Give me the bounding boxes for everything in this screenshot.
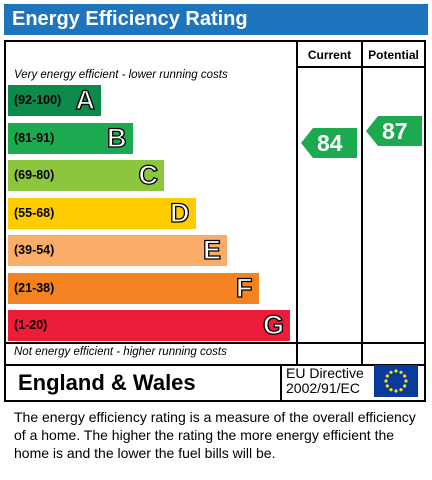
directive-line-2: 2002/91/EC [286, 380, 360, 396]
eu-star [399, 388, 403, 392]
current-column-header: Current [307, 48, 352, 62]
band-g: (1-20) G [8, 309, 290, 341]
band-letter: E [202, 234, 221, 265]
footer-divider [280, 364, 282, 400]
band-range: (81-91) [14, 130, 55, 145]
band-a: (92-100) A [8, 84, 101, 116]
band-range: (39-54) [14, 243, 55, 257]
column-divider [296, 42, 298, 364]
band-range: (1-20) [14, 318, 48, 332]
eu-flag-icon [374, 365, 418, 397]
eu-star [404, 379, 408, 383]
eu-star [384, 379, 388, 383]
eu-star [399, 370, 403, 374]
footer-note-divider [6, 342, 424, 344]
band-range: (55-68) [14, 205, 55, 220]
current-rating-value: 84 [317, 129, 343, 156]
eu-star [385, 374, 389, 378]
band-f: (21-38) F [8, 272, 259, 304]
band-range: (21-38) [14, 280, 55, 295]
eu-star [389, 370, 393, 374]
eu-star [403, 384, 407, 388]
rating-chart: Current Potential Very energy efficient … [4, 40, 426, 366]
eu-star [394, 389, 398, 393]
description: The energy efficiency rating is a measur… [14, 409, 416, 461]
title-bar: Energy Efficiency Rating [4, 4, 428, 35]
band-letter: C [138, 159, 159, 190]
chart-title: Energy Efficiency Rating [12, 8, 248, 30]
band-c: (69-80) C [8, 159, 164, 191]
top-note: Very energy efficient - lower running co… [14, 69, 228, 81]
directive-line-1: EU Directive [286, 365, 364, 381]
band-letter: F [235, 272, 253, 303]
bottom-note: Not energy efficient - higher running co… [14, 346, 227, 358]
eu-star [385, 384, 389, 388]
region-label: England & Wales [18, 370, 196, 395]
eu-star [403, 374, 407, 378]
column-divider [361, 42, 363, 364]
eu-star [389, 388, 393, 392]
band-letter: D [169, 197, 190, 228]
band-e: (39-54) E [8, 234, 227, 266]
band-letter: G [262, 309, 284, 340]
band-range: (92-100) [14, 93, 62, 107]
footer: England & Wales EU Directive 2002/91/EC [4, 364, 426, 402]
eu-directive: EU Directive 2002/91/EC [286, 366, 364, 396]
band-d: (55-68) D [8, 197, 196, 229]
band-b: (81-91) B [8, 122, 133, 154]
potential-rating-value: 87 [382, 117, 408, 144]
header-divider [296, 66, 424, 68]
band-range: (69-80) [14, 168, 55, 182]
potential-column-header: Potential [368, 48, 419, 62]
eu-star [394, 369, 398, 373]
band-letter: B [106, 122, 127, 153]
band-letter: A [75, 84, 96, 115]
